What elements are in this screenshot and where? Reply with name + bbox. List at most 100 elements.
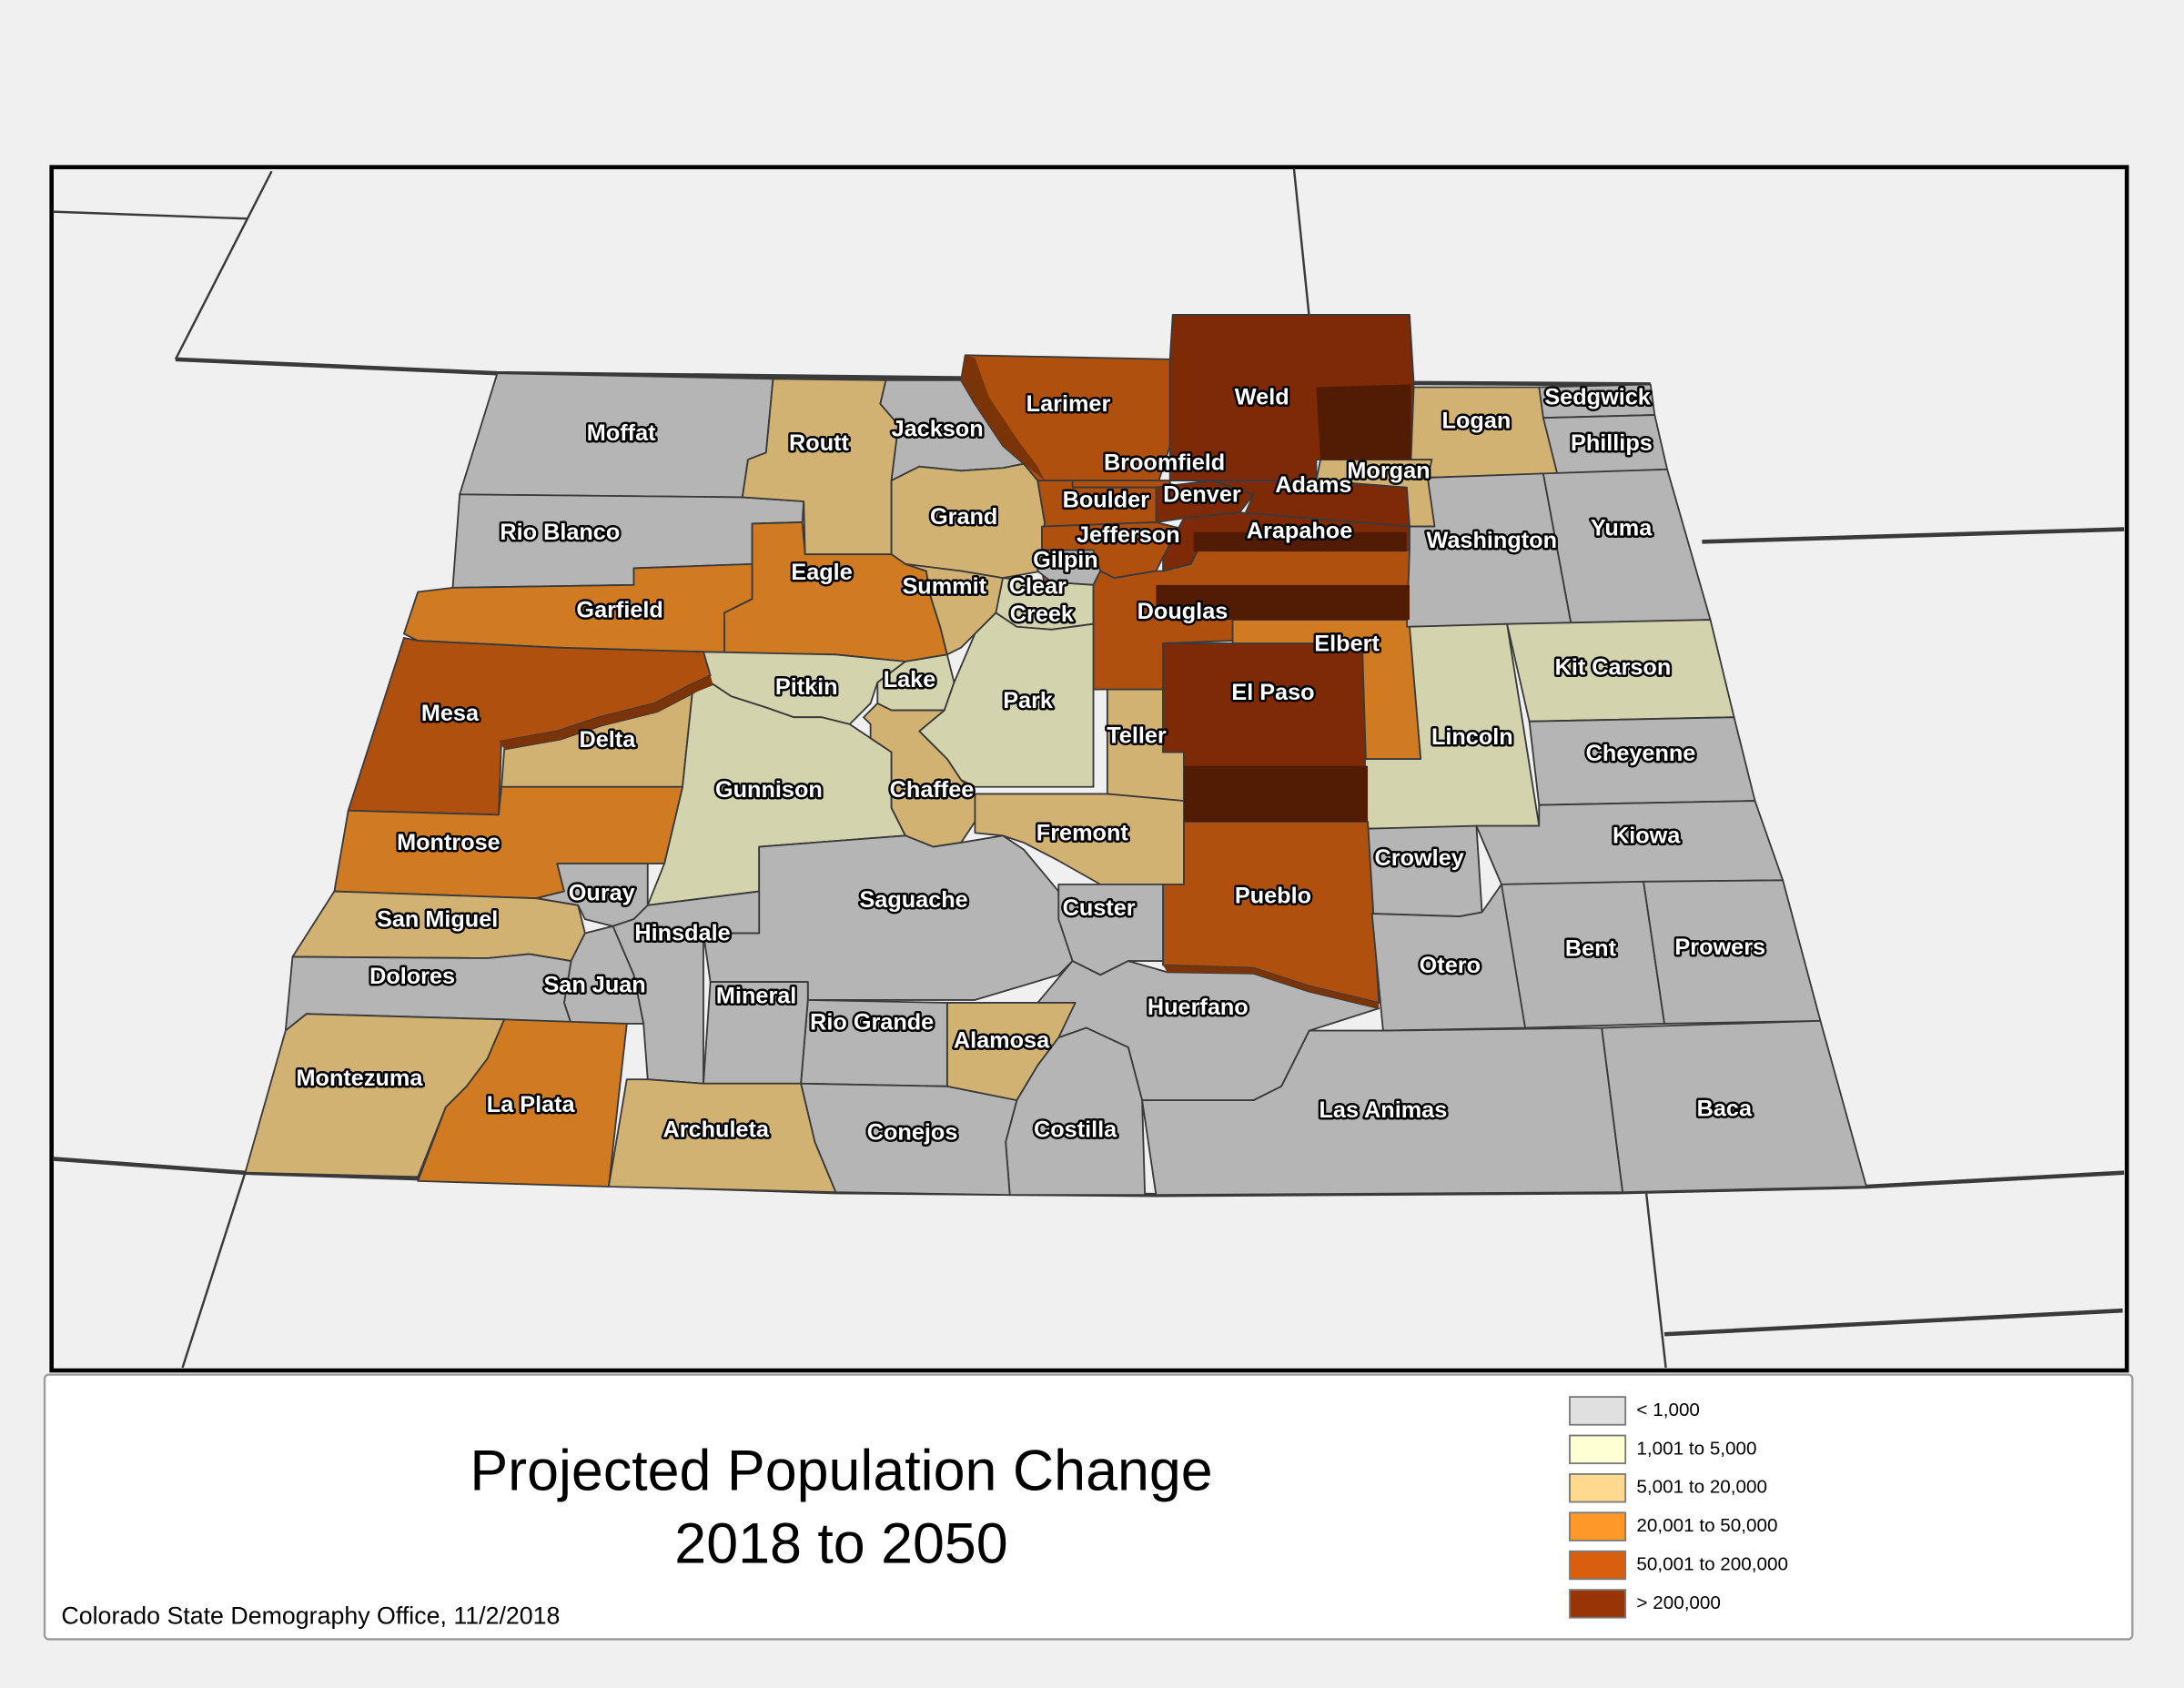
county-las-animas[interactable] [1141,1026,1624,1197]
county-label-kit-carson: Kit Carson [1555,654,1672,680]
county-label-teller: Teller [1107,723,1167,748]
county-label-arapahoe: Arapahoe [1247,518,1352,543]
county-saguache[interactable] [703,834,1074,1001]
county-label-saguache: Saguache [859,887,967,913]
legend-label-2: 5,001 to 20,000 [1636,1477,1767,1498]
county-label-gilpin: Gilpin [1033,547,1098,572]
county-label-el-paso: El Paso [1231,680,1314,705]
county-label-sedgwick: Sedgwick [1544,384,1651,409]
county-label-mesa: Mesa [421,701,480,726]
county-pueblo-edge [1163,965,1380,1009]
county-label-kiowa: Kiowa [1613,824,1681,849]
county-label-routt: Routt [789,430,849,456]
county-baca[interactable] [1601,1019,1867,1194]
county-el-paso-shade [1184,765,1369,823]
county-label-san-miguel: San Miguel [377,906,498,932]
county-label-rio-blanco: Rio Blanco [500,520,620,545]
county-label-summit: Summit [902,574,986,600]
county-broomfield[interactable] [1071,480,1171,489]
county-label-baca: Baca [1697,1097,1753,1122]
county-label-denver: Denver [1163,482,1241,508]
county-douglas-shade [1156,584,1410,621]
county-summit[interactable] [904,562,1018,656]
county-label-delta: Delta [580,727,637,753]
county-label-elbert: Elbert [1314,631,1380,656]
county-label-ouray: Ouray [569,880,635,905]
county-labels: Moffat Routt Jackson Larimer Weld Logan Sedgwi… [294,382,1767,1147]
county-layer [244,313,1867,1197]
county-larimer-edge [961,355,1045,481]
legend-swatch-5 [1569,1589,1627,1619]
county-label-pueblo: Pueblo [1235,883,1311,908]
county-label-park: Park [1003,688,1054,713]
county-fremont[interactable] [974,793,1185,885]
county-label-larimer: Larimer [1026,391,1111,417]
legend-label-5: > 200,000 [1636,1592,1720,1613]
county-label-crowley: Crowley [1375,845,1464,871]
legend-swatch-1 [1569,1434,1627,1465]
county-label-san-juan: San Juan [543,972,645,997]
county-label-archuleta: Archuleta [663,1117,770,1142]
county-label-las-animas: Las Animas [1319,1097,1447,1123]
county-label-costilla: Costilla [1034,1117,1117,1142]
county-label-weld: Weld [1235,384,1289,409]
county-label-clear: Clear [1009,574,1067,600]
legend-swatch-0 [1569,1396,1627,1426]
county-weld-shade [1316,384,1411,460]
county-label-adams: Adams [1275,472,1351,498]
county-label-washington: Washington [1426,528,1557,553]
county-archuleta[interactable] [607,1078,837,1194]
county-label-otero: Otero [1420,953,1481,978]
map-title-line2: 2018 to 2050 [674,1511,1007,1575]
county-label-pitkin: Pitkin [775,674,838,700]
county-label-conejos: Conejos [867,1120,958,1146]
legend-panel: Projected Population Change 2018 to 2050… [43,1373,2134,1641]
county-label-jackson: Jackson [892,417,984,442]
county-label-creek: Creek [1010,601,1075,627]
county-label-huerfano: Huerfano [1148,995,1249,1020]
county-label-lincoln: Lincoln [1431,724,1513,750]
county-label-boulder: Boulder [1063,488,1150,513]
county-label-montezuma: Montezuma [297,1066,424,1091]
county-label-logan: Logan [1442,408,1512,433]
legend: < 1,000 1,001 to 5,000 5,001 to 20,000 20,0… [1569,1396,1788,1619]
legend-label-4: 50,001 to 200,000 [1636,1553,1788,1574]
county-label-la-plata: La Plata [487,1092,576,1117]
source-credit: Colorado State Demography Office, 11/2/2… [61,1602,560,1630]
legend-label-0: < 1,000 [1636,1400,1700,1420]
county-label-broomfield: Broomfield [1104,450,1225,475]
county-label-alamosa: Alamosa [954,1028,1050,1054]
county-label-gunnison: Gunnison [715,777,823,803]
county-label-custer: Custer [1063,895,1136,921]
county-label-jefferson: Jefferson [1077,522,1180,548]
county-label-rio-grande: Rio Grande [810,1010,934,1036]
county-label-grand: Grand [930,504,997,530]
county-label-fremont: Fremont [1036,820,1129,845]
county-label-morgan: Morgan [1347,459,1430,484]
legend-swatch-3 [1569,1511,1627,1541]
county-label-hinsdale: Hinsdale [634,921,730,946]
county-label-garfield: Garfield [576,598,662,623]
county-label-lake: Lake [884,667,936,692]
county-label-bent: Bent [1565,935,1617,961]
county-label-mineral: Mineral [716,984,796,1009]
county-label-eagle: Eagle [791,560,852,585]
county-la-plata[interactable] [417,1018,628,1188]
county-mineral[interactable] [703,981,809,1085]
county-label-prowers: Prowers [1674,935,1765,960]
county-arapahoe-shade [1193,531,1407,552]
county-crowley[interactable] [1367,824,1483,918]
county-label-dolores: Dolores [369,964,455,989]
map-title-line1: Projected Population Change [470,1440,1212,1503]
county-label-chaffee: Chaffee [890,777,975,803]
county-chaffee[interactable] [863,702,976,848]
county-label-douglas: Douglas [1138,599,1228,624]
county-label-yuma: Yuma [1591,515,1653,541]
county-label-moffat: Moffat [587,420,656,446]
legend-swatch-2 [1569,1472,1627,1503]
legend-label-1: 1,001 to 5,000 [1636,1438,1756,1459]
county-label-montrose: Montrose [397,830,500,855]
county-label-cheyenne: Cheyenne [1586,741,1696,766]
